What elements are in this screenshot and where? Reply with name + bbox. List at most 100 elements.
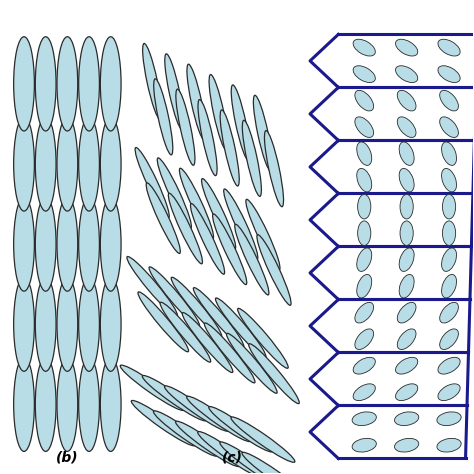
Ellipse shape [438,39,460,56]
Ellipse shape [216,298,266,358]
Ellipse shape [246,200,280,270]
Ellipse shape [149,267,200,327]
Ellipse shape [100,36,121,131]
Ellipse shape [399,248,414,272]
Ellipse shape [79,277,100,371]
Ellipse shape [440,302,458,323]
Ellipse shape [254,95,273,172]
Ellipse shape [198,431,262,474]
Ellipse shape [357,221,371,246]
Ellipse shape [143,44,162,119]
Ellipse shape [399,274,414,298]
Ellipse shape [213,214,247,284]
Text: (c): (c) [222,450,243,464]
Ellipse shape [160,302,211,362]
Ellipse shape [100,357,121,451]
Ellipse shape [355,117,374,137]
Ellipse shape [357,142,372,165]
Ellipse shape [242,120,261,196]
Ellipse shape [100,197,121,291]
Ellipse shape [400,194,413,219]
Ellipse shape [168,193,202,264]
Ellipse shape [352,438,376,452]
Ellipse shape [79,197,100,291]
Ellipse shape [397,329,416,349]
Ellipse shape [353,39,375,56]
Ellipse shape [79,36,100,131]
Ellipse shape [131,401,195,446]
Ellipse shape [397,91,416,111]
Ellipse shape [442,274,456,298]
Ellipse shape [135,147,169,218]
Ellipse shape [57,36,78,131]
Ellipse shape [191,204,225,274]
Ellipse shape [355,302,374,323]
Ellipse shape [14,357,35,451]
Ellipse shape [154,411,218,456]
Ellipse shape [138,292,189,352]
Ellipse shape [179,168,214,239]
Ellipse shape [175,421,239,466]
Ellipse shape [204,323,255,383]
Ellipse shape [438,66,460,82]
Ellipse shape [120,365,184,410]
Ellipse shape [14,277,35,371]
Ellipse shape [146,183,180,254]
Ellipse shape [355,329,374,349]
Ellipse shape [164,386,228,431]
Ellipse shape [220,442,284,474]
Ellipse shape [57,277,78,371]
Ellipse shape [57,357,78,451]
Ellipse shape [142,375,206,421]
Ellipse shape [79,357,100,451]
Ellipse shape [442,142,456,165]
Ellipse shape [394,412,419,426]
Ellipse shape [171,277,222,337]
Ellipse shape [353,357,375,374]
Ellipse shape [257,235,291,305]
Ellipse shape [397,302,416,323]
Ellipse shape [127,256,177,317]
Ellipse shape [395,39,418,56]
Ellipse shape [157,158,191,228]
Ellipse shape [57,197,78,291]
Ellipse shape [220,110,239,186]
Ellipse shape [442,194,456,219]
Ellipse shape [442,168,456,192]
Ellipse shape [353,384,375,401]
Ellipse shape [357,168,372,192]
Ellipse shape [36,36,56,131]
Ellipse shape [438,357,460,374]
Ellipse shape [224,189,258,260]
Ellipse shape [357,248,372,272]
Ellipse shape [14,117,35,211]
Ellipse shape [182,312,233,373]
Ellipse shape [154,79,173,155]
Ellipse shape [231,85,250,161]
Ellipse shape [442,221,456,246]
Ellipse shape [231,417,295,462]
Ellipse shape [235,224,269,295]
Ellipse shape [440,329,458,349]
Ellipse shape [100,117,121,211]
Ellipse shape [437,438,461,452]
Ellipse shape [437,412,461,426]
Ellipse shape [14,36,35,131]
Ellipse shape [355,91,374,111]
Ellipse shape [440,91,458,111]
Ellipse shape [187,396,251,442]
Ellipse shape [242,452,306,474]
Ellipse shape [352,412,376,426]
Ellipse shape [394,438,419,452]
Ellipse shape [79,117,100,211]
Ellipse shape [57,117,78,211]
Ellipse shape [36,357,56,451]
Ellipse shape [399,168,414,192]
Ellipse shape [227,333,277,393]
Ellipse shape [442,248,456,272]
Ellipse shape [36,197,56,291]
Ellipse shape [237,309,288,368]
Ellipse shape [249,344,299,404]
Ellipse shape [357,194,371,219]
Ellipse shape [36,117,56,211]
